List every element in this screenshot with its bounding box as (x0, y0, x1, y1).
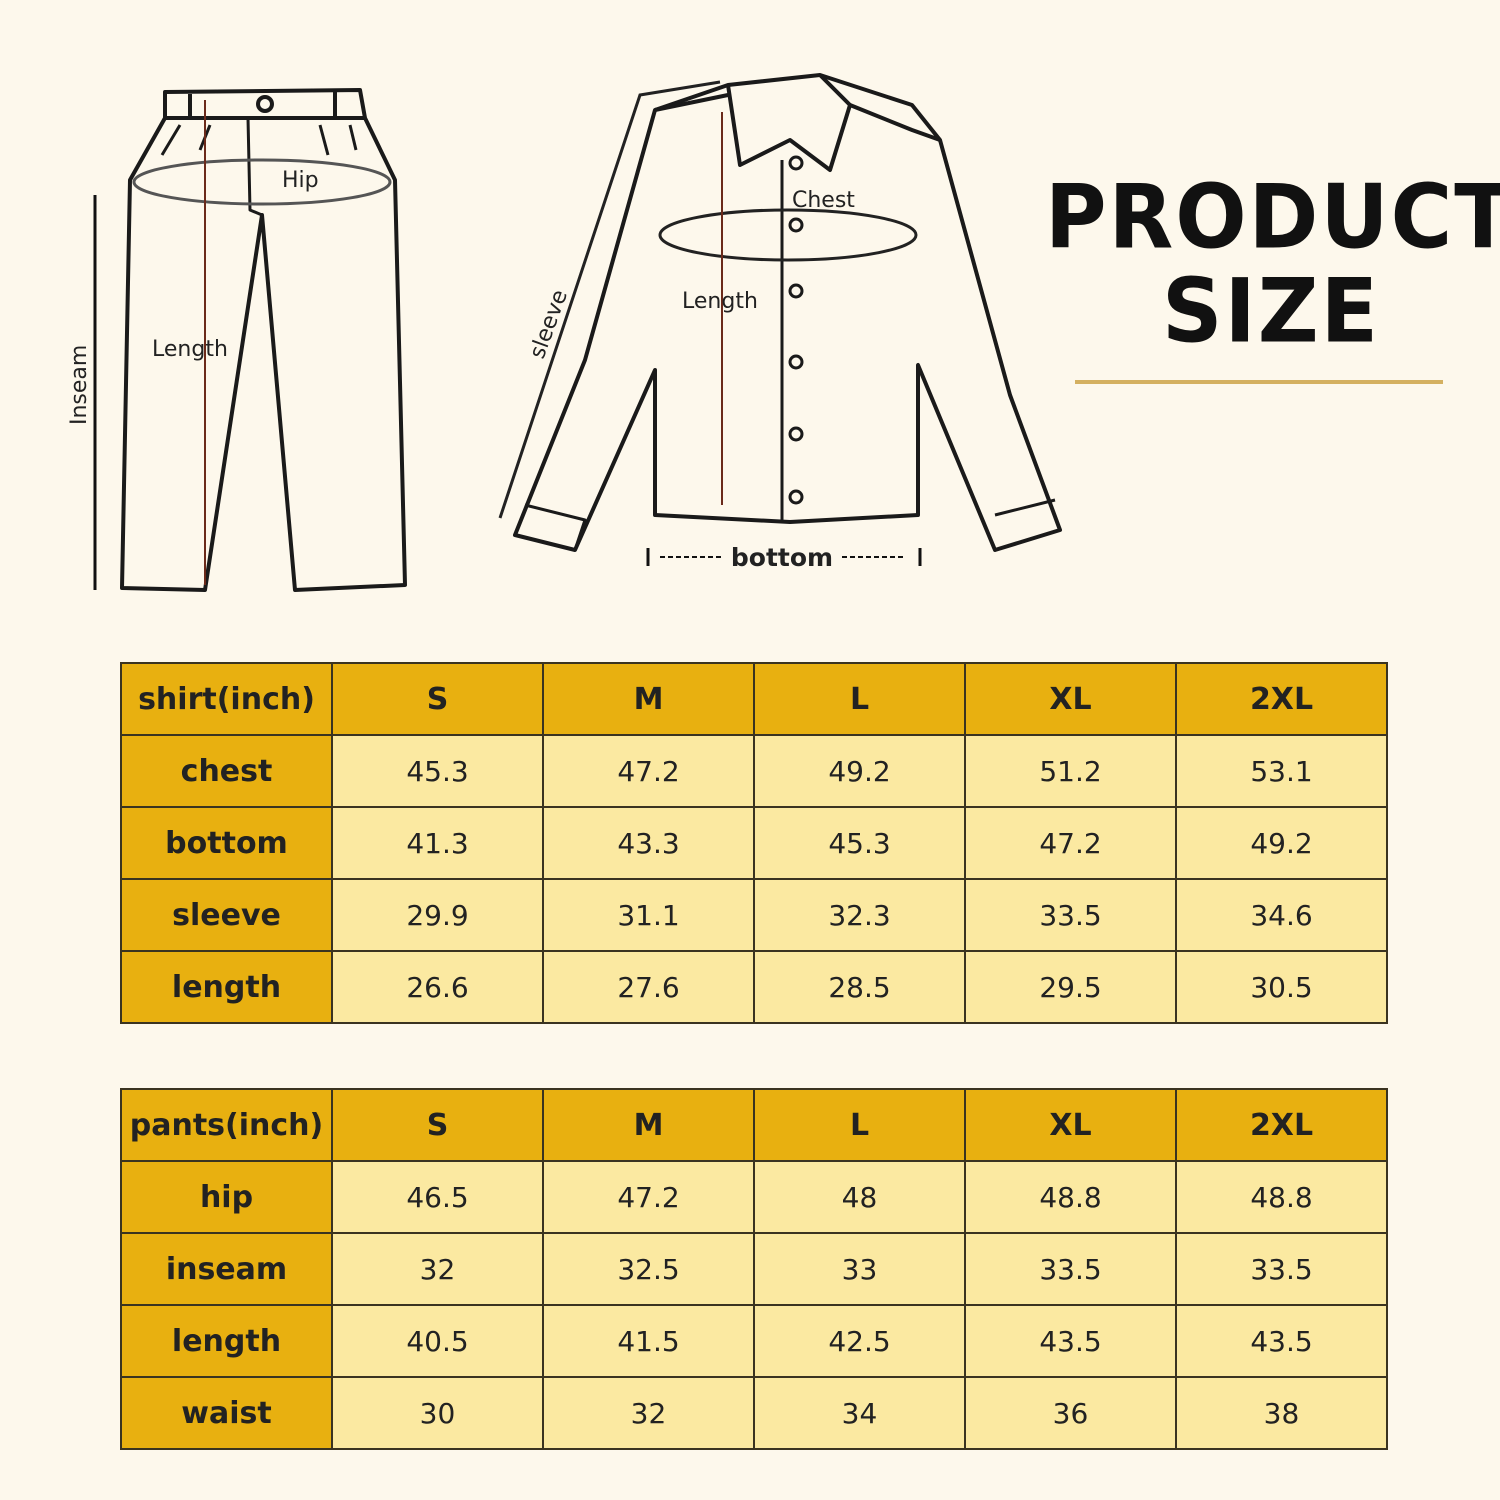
value-cell: 33 (753, 1232, 966, 1306)
value-cell: 26.6 (331, 950, 544, 1024)
header-cell: 2XL (1175, 662, 1388, 736)
shirt-drawing (498, 73, 1062, 566)
value-cell: 32 (542, 1376, 755, 1450)
table-row: sleeve 29.9 31.1 32.3 33.5 34.6 (120, 878, 1388, 952)
value-cell: 28.5 (753, 950, 966, 1024)
value-cell: 29.5 (964, 950, 1177, 1024)
pants-length-label: Length (152, 337, 228, 362)
row-label: waist (120, 1376, 333, 1450)
value-cell: 33.5 (964, 878, 1177, 952)
shirt-length-label: Length (682, 289, 758, 314)
chest-label: Chest (792, 188, 855, 213)
header-cell: pants(inch) (120, 1088, 333, 1162)
value-cell: 46.5 (331, 1160, 544, 1234)
table-row: bottom 41.3 43.3 45.3 47.2 49.2 (120, 806, 1388, 880)
value-cell: 49.2 (753, 734, 966, 808)
value-cell: 48.8 (1175, 1160, 1388, 1234)
value-cell: 38 (1175, 1376, 1388, 1450)
header-cell: shirt(inch) (120, 662, 333, 736)
header-cell: S (331, 662, 544, 736)
row-label: chest (120, 734, 333, 808)
row-label: length (120, 1304, 333, 1378)
value-cell: 30 (331, 1376, 544, 1450)
row-label: length (120, 950, 333, 1024)
header-cell: M (542, 662, 755, 736)
table-row: hip 46.5 47.2 48 48.8 48.8 (120, 1160, 1388, 1234)
value-cell: 47.2 (542, 1160, 755, 1234)
value-cell: 32.5 (542, 1232, 755, 1306)
pants-drawing (93, 88, 407, 592)
row-label: sleeve (120, 878, 333, 952)
header-cell: XL (964, 662, 1177, 736)
value-cell: 27.6 (542, 950, 755, 1024)
title-line2: SIZE (1162, 259, 1381, 363)
inseam-label: Inseam (67, 345, 92, 425)
row-label: inseam (120, 1232, 333, 1306)
value-cell: 41.5 (542, 1304, 755, 1378)
value-cell: 42.5 (753, 1304, 966, 1378)
value-cell: 48.8 (964, 1160, 1177, 1234)
table-row: length 26.6 27.6 28.5 29.5 30.5 (120, 950, 1388, 1024)
value-cell: 34 (753, 1376, 966, 1450)
pants-size-table: pants(inch) S M L XL 2XL hip 46.5 47.2 48 48.8 48.8… (120, 1088, 1388, 1450)
bottom-label: bottom (731, 543, 833, 572)
sleeve-label: sleeve (525, 287, 573, 362)
row-label: bottom (120, 806, 333, 880)
value-cell: 41.3 (331, 806, 544, 880)
header-cell: XL (964, 1088, 1177, 1162)
header-row: pants(inch) S M L XL 2XL (120, 1088, 1388, 1162)
table-row: length 40.5 41.5 42.5 43.5 43.5 (120, 1304, 1388, 1378)
shirt-size-table: shirt(inch) S M L XL 2XL chest 45.3 47.2 49.2 51.2… (120, 662, 1388, 1024)
value-cell: 33.5 (1175, 1232, 1388, 1306)
header-cell: 2XL (1175, 1088, 1388, 1162)
value-cell: 47.2 (964, 806, 1177, 880)
value-cell: 45.3 (753, 806, 966, 880)
hip-label: Hip (282, 168, 319, 193)
value-cell: 34.6 (1175, 878, 1388, 952)
table-row: inseam 32 32.5 33 33.5 33.5 (120, 1232, 1388, 1306)
value-cell: 29.9 (331, 878, 544, 952)
header-row: shirt(inch) S M L XL 2XL (120, 662, 1388, 736)
value-cell: 45.3 (331, 734, 544, 808)
value-cell: 53.1 (1175, 734, 1388, 808)
value-cell: 32 (331, 1232, 544, 1306)
value-cell: 43.5 (1175, 1304, 1388, 1378)
header-cell: L (753, 662, 966, 736)
diagrams: Hip Length Inseam Chest Length sleeve bo… (67, 73, 1443, 592)
value-cell: 36 (964, 1376, 1177, 1450)
header-cell: M (542, 1088, 755, 1162)
row-label: hip (120, 1160, 333, 1234)
value-cell: 31.1 (542, 878, 755, 952)
value-cell: 43.5 (964, 1304, 1177, 1378)
value-cell: 43.3 (542, 806, 755, 880)
header-cell: S (331, 1088, 544, 1162)
header-cell: L (753, 1088, 966, 1162)
table-row: waist 30 32 34 36 38 (120, 1376, 1388, 1450)
table-row: chest 45.3 47.2 49.2 51.2 53.1 (120, 734, 1388, 808)
value-cell: 51.2 (964, 734, 1177, 808)
value-cell: 40.5 (331, 1304, 544, 1378)
value-cell: 32.3 (753, 878, 966, 952)
value-cell: 49.2 (1175, 806, 1388, 880)
value-cell: 47.2 (542, 734, 755, 808)
value-cell: 30.5 (1175, 950, 1388, 1024)
value-cell: 33.5 (964, 1232, 1177, 1306)
value-cell: 48 (753, 1160, 966, 1234)
title-line1: PRODUCT (1045, 165, 1500, 269)
